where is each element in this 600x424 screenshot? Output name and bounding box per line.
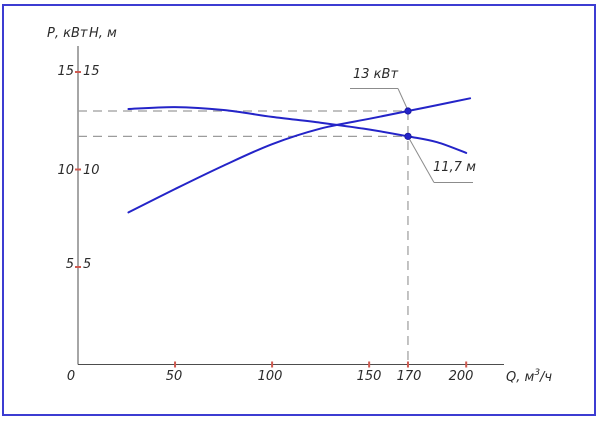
power-curve (127, 97, 472, 214)
head-annotation-leader (407, 136, 435, 183)
operating-point-power (404, 107, 412, 115)
operating-point-markers (404, 107, 412, 140)
head-curve (127, 106, 468, 154)
p-tick-15: 15 (57, 64, 74, 79)
q-axis-title-rest: /ч (540, 370, 553, 385)
q-axis-title-sup: 3 (534, 368, 541, 378)
head-annotation-label: 11,7 м (433, 160, 476, 175)
p-axis-title: Р, кВт (47, 26, 88, 41)
x-tick-0: 0 (66, 369, 76, 384)
p-tick-5: 5 (65, 257, 74, 272)
plot-geometry (75, 46, 504, 368)
p-tick-10: 10 (57, 163, 74, 178)
power-annotation-label: 13 кВт (353, 67, 399, 82)
x-tick-170: 170 (396, 369, 422, 384)
h-tick-10: 10 (83, 163, 100, 178)
power-annotation-leader (397, 88, 409, 111)
h-axis-title: Н, м (89, 26, 117, 41)
q-axis-title: Q, м3/ч (506, 366, 552, 385)
h-tick-15: 15 (83, 64, 100, 79)
x-tick-100: 100 (257, 369, 283, 384)
x-tick-150: 150 (356, 369, 382, 384)
operating-point-head (404, 132, 412, 140)
x-tick-200: 200 (448, 369, 474, 384)
x-tick-50: 50 (165, 369, 183, 384)
q-axis-title-base: Q, м (506, 370, 535, 385)
h-tick-5: 5 (83, 257, 92, 272)
